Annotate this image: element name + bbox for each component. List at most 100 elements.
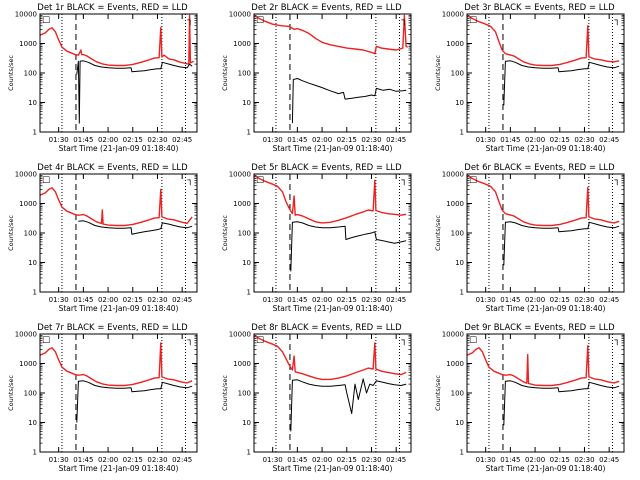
x-tick-label: 01:45 xyxy=(500,296,520,304)
detector-panel: Det 3r BLACK = Events, RED = LLD 1 10 100 10… xyxy=(434,3,625,153)
series-group xyxy=(467,345,620,426)
lld-rate-line xyxy=(254,334,407,381)
x-tick-label: 01:45 xyxy=(73,136,93,144)
corner-glyph: ☐ xyxy=(42,176,50,186)
marker-glyph: ┐ xyxy=(613,16,619,26)
x-tick-label: 02:00 xyxy=(98,456,118,464)
events-rate-line xyxy=(290,378,407,432)
x-tick-label: 02:45 xyxy=(599,456,619,464)
y-tick-label: 100 xyxy=(238,230,251,238)
detector-panel: Det 8r BLACK = Events, RED = LLD 1 10 100 10… xyxy=(221,323,412,473)
plot-frame xyxy=(466,333,625,453)
detector-panel: Det 7r BLACK = Events, RED = LLD 1 10 100 10… xyxy=(7,323,198,473)
x-axis-label: Start Time (21-Jan-09 01:18:40) xyxy=(59,304,179,313)
y-tick-label: 10000 xyxy=(442,331,464,339)
y-tick-label: 1000 xyxy=(446,360,464,368)
series-group xyxy=(40,187,193,235)
x-tick-label: 02:15 xyxy=(123,296,143,304)
panel-title: Det 9r BLACK = Events, RED = LLD xyxy=(464,323,615,333)
y-tick-label: 1 xyxy=(33,129,37,137)
x-axis-label: Start Time (21-Jan-09 01:18:40) xyxy=(59,464,179,473)
panel-title: Det 6r BLACK = Events, RED = LLD xyxy=(464,163,615,173)
y-tick-label: 1 xyxy=(460,449,464,457)
series-group xyxy=(254,174,407,272)
series-group xyxy=(40,14,195,124)
y-tick-label: 10000 xyxy=(15,11,37,19)
x-tick-label: 02:00 xyxy=(98,296,118,304)
panel-title: Det 1r BLACK = Events, RED = LLD xyxy=(37,3,188,13)
y-tick-label: 10 xyxy=(455,99,464,107)
corner-glyph: ☐ xyxy=(469,336,477,346)
y-tick-label: 1 xyxy=(460,289,464,297)
y-tick-label: 10 xyxy=(242,419,251,427)
plot-frame xyxy=(253,13,412,133)
corner-glyph: ☐ xyxy=(469,16,477,26)
x-tick-label: 02:30 xyxy=(574,136,594,144)
y-tick-label: 10000 xyxy=(229,11,251,19)
lld-rate-line xyxy=(467,174,620,227)
y-axis-label: Counts/sec xyxy=(7,55,15,91)
y-tick-label: 10000 xyxy=(15,331,37,339)
x-tick-label: 02:15 xyxy=(550,456,570,464)
detector-panel: Det 2r BLACK = Events, RED = LLD 1 10 100 10… xyxy=(221,3,412,153)
y-axis-label: Counts/sec xyxy=(434,375,442,411)
detector-panel: Det 9r BLACK = Events, RED = LLD 1 10 100 10… xyxy=(434,323,625,473)
y-tick-label: 10 xyxy=(242,259,251,267)
x-tick-label: 02:15 xyxy=(123,136,143,144)
panel-title: Det 3r BLACK = Events, RED = LLD xyxy=(464,3,615,13)
corner-glyph: ☐ xyxy=(256,336,264,346)
y-tick-label: 1000 xyxy=(19,200,37,208)
y-axis-label: Counts/sec xyxy=(221,215,229,251)
y-tick-label: 1 xyxy=(247,129,251,137)
x-tick-label: 02:45 xyxy=(599,136,619,144)
marker-glyph: ┐ xyxy=(400,16,406,26)
y-tick-label: 1 xyxy=(247,449,251,457)
x-tick-label: 02:45 xyxy=(386,456,406,464)
events-rate-line xyxy=(76,380,193,423)
marker-glyph: ┐ xyxy=(400,176,406,186)
lld-rate-line xyxy=(467,14,620,67)
x-tick-label: 02:45 xyxy=(172,136,192,144)
x-tick-label: 02:00 xyxy=(98,136,118,144)
x-tick-label: 02:15 xyxy=(337,136,357,144)
x-tick-label: 01:30 xyxy=(476,456,496,464)
y-tick-label: 100 xyxy=(24,70,37,78)
y-tick-label: 10000 xyxy=(229,331,251,339)
y-tick-label: 100 xyxy=(24,230,37,238)
y-tick-label: 10 xyxy=(28,99,37,107)
y-tick-label: 1000 xyxy=(233,200,251,208)
x-tick-label: 01:45 xyxy=(500,136,520,144)
detector-panel: Det 1r BLACK = Events, RED = LLD 1 10 100 10… xyxy=(7,3,198,153)
events-rate-line xyxy=(78,220,193,235)
detector-panel: Det 5r BLACK = Events, RED = LLD 1 10 100 10… xyxy=(221,163,412,313)
x-tick-label: 02:45 xyxy=(172,456,192,464)
detector-panel: Det 6r BLACK = Events, RED = LLD 1 10 100 10… xyxy=(434,163,625,313)
x-tick-label: 02:30 xyxy=(361,296,381,304)
lld-rate-line xyxy=(40,187,193,227)
series-group xyxy=(467,14,620,106)
x-tick-label: 02:00 xyxy=(525,456,545,464)
x-tick-label: 02:30 xyxy=(574,296,594,304)
y-tick-label: 10000 xyxy=(442,171,464,179)
x-tick-label: 02:00 xyxy=(312,456,332,464)
panel-title: Det 8r BLACK = Events, RED = LLD xyxy=(251,323,402,333)
plot-frame xyxy=(39,173,198,293)
y-tick-label: 1000 xyxy=(19,40,37,48)
x-tick-label: 01:45 xyxy=(287,136,307,144)
y-tick-label: 10000 xyxy=(442,11,464,19)
corner-glyph: ☐ xyxy=(42,16,50,26)
y-tick-label: 1 xyxy=(33,449,37,457)
x-tick-label: 02:30 xyxy=(147,136,167,144)
lld-rate-line xyxy=(254,14,409,55)
marker-glyph: ┐ xyxy=(186,176,192,186)
y-tick-label: 100 xyxy=(238,390,251,398)
plot-frame xyxy=(39,13,198,133)
x-tick-label: 02:15 xyxy=(337,456,357,464)
x-tick-label: 02:45 xyxy=(386,296,406,304)
panel-title: Det 4r BLACK = Events, RED = LLD xyxy=(37,163,188,173)
plot-frame xyxy=(39,333,198,453)
y-axis-label: Counts/sec xyxy=(221,375,229,411)
y-tick-label: 100 xyxy=(238,70,251,78)
panel-title: Det 2r BLACK = Events, RED = LLD xyxy=(251,3,402,13)
